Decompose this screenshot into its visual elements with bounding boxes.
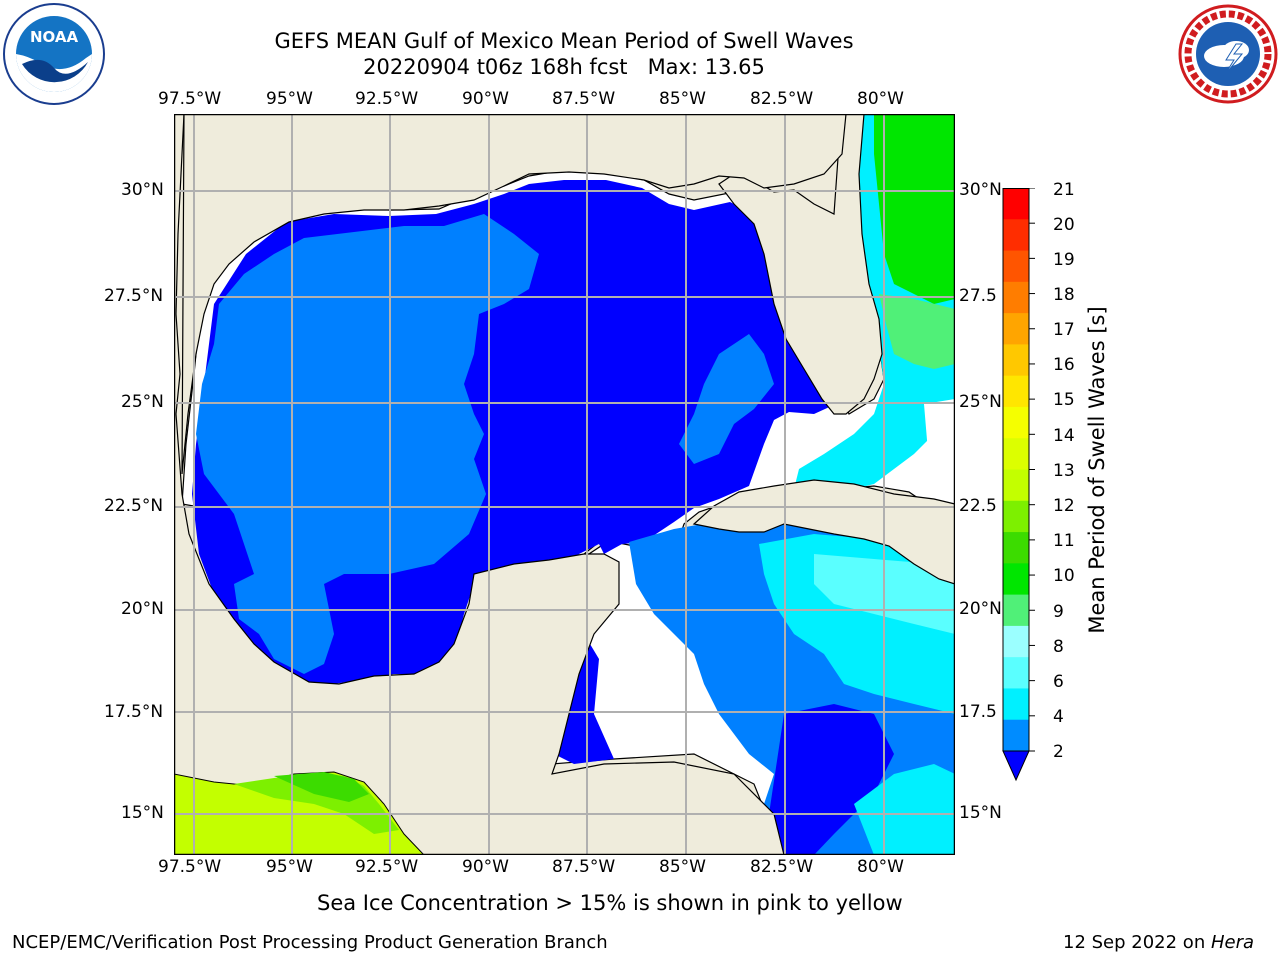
colorbar-tick: 16 bbox=[1053, 355, 1075, 375]
lat-label-left: 27.5°N bbox=[104, 286, 164, 306]
colorbar-tick: 15 bbox=[1053, 390, 1075, 410]
lat-label-right: 25°N bbox=[959, 392, 1002, 412]
nws-logo-icon bbox=[1178, 4, 1278, 104]
colorbar-tick: 2 bbox=[1053, 742, 1064, 762]
atlantic-water-green bbox=[874, 114, 955, 304]
lat-label-right: 22.5 bbox=[959, 496, 997, 516]
svg-text:NOAA: NOAA bbox=[30, 28, 79, 46]
sea-ice-note: Sea Ice Concentration > 15% is shown in … bbox=[317, 891, 903, 915]
colorbar-tick: 21 bbox=[1053, 180, 1075, 200]
colorbar-tick: 6 bbox=[1053, 672, 1064, 692]
noaa-logo: NOAA bbox=[2, 2, 106, 106]
caribbean-cyan-south bbox=[854, 764, 955, 855]
lon-label-bottom: 80°W bbox=[857, 857, 904, 877]
lat-label-right: 20°N bbox=[959, 599, 1002, 619]
lat-label-left: 25°N bbox=[121, 392, 164, 412]
colorbar-segment bbox=[1003, 563, 1029, 596]
lon-label-top: 95°W bbox=[266, 89, 313, 109]
colorbar-tick: 20 bbox=[1053, 215, 1075, 235]
lat-label-left: 22.5°N bbox=[104, 496, 164, 516]
map-panel bbox=[173, 113, 956, 856]
colorbar-tick: 8 bbox=[1053, 637, 1064, 657]
lat-label-right: 27.5 bbox=[959, 286, 997, 306]
colorbar-label: Mean Period of Swell Waves [s] bbox=[1085, 306, 1109, 634]
colorbar-segment bbox=[1003, 375, 1029, 408]
gulf-water-lightblue-west bbox=[196, 214, 539, 674]
lat-label-right: 17.5 bbox=[959, 702, 997, 722]
colorbar-segment bbox=[1003, 500, 1029, 533]
colorbar-tick: 17 bbox=[1053, 320, 1075, 340]
gulf-water-lightblue-central bbox=[679, 334, 774, 464]
lon-label-bottom: 95°W bbox=[266, 857, 313, 877]
caribbean-deep-south bbox=[769, 704, 894, 855]
colorbar-tick: 13 bbox=[1053, 461, 1075, 481]
colorbar-segment bbox=[1003, 250, 1029, 283]
lon-label-top: 97.5°W bbox=[158, 89, 222, 109]
map-gridlines bbox=[174, 114, 955, 855]
colorbar-tick: 14 bbox=[1053, 426, 1075, 446]
lat-label-left: 15°N bbox=[121, 803, 164, 823]
colorbar bbox=[1002, 187, 1042, 784]
colorbar-segment bbox=[1003, 281, 1029, 314]
lon-label-bottom: 90°W bbox=[462, 857, 509, 877]
colorbar-label-wrap: Mean Period of Swell Waves [s] bbox=[1082, 190, 1112, 750]
colorbar-segment bbox=[1003, 313, 1029, 345]
colorbar-segment bbox=[1003, 469, 1029, 502]
colorbar-extend-arrow bbox=[1002, 750, 1030, 782]
chart-subtitle: 20220904 t06z 168h fcst Max: 13.65 bbox=[363, 55, 765, 79]
footer-date-text: 12 Sep 2022 on bbox=[1063, 932, 1206, 953]
colorbar-segment bbox=[1003, 594, 1029, 627]
colorbar-segment bbox=[1003, 438, 1029, 471]
lat-label-left: 30°N bbox=[121, 180, 164, 200]
footer-host: Hera bbox=[1210, 932, 1255, 953]
colorbar-tick: 11 bbox=[1053, 531, 1075, 551]
chart-title: GEFS MEAN Gulf of Mexico Mean Period of … bbox=[274, 29, 854, 53]
noaa-logo-icon: NOAA bbox=[3, 3, 105, 105]
lat-label-left: 17.5°N bbox=[104, 702, 164, 722]
colorbar-tick: 18 bbox=[1053, 285, 1075, 305]
lat-label-right: 15°N bbox=[959, 803, 1002, 823]
colorbar-svg bbox=[1002, 187, 1035, 782]
colorbar-tick: 12 bbox=[1053, 496, 1075, 516]
lon-label-bottom: 97.5°W bbox=[158, 857, 222, 877]
colorbar-tick: 9 bbox=[1053, 602, 1064, 622]
land-yucatan-central-america bbox=[174, 114, 785, 855]
lon-label-bottom: 82.5°W bbox=[750, 857, 814, 877]
colorbar-segment bbox=[1003, 625, 1029, 658]
lon-label-top: 80°W bbox=[857, 89, 904, 109]
lon-label-top: 92.5°W bbox=[355, 89, 419, 109]
footer-branch: NCEP/EMC/Verification Post Processing Pr… bbox=[12, 932, 608, 953]
map-canvas bbox=[173, 113, 956, 856]
lon-label-bottom: 92.5°W bbox=[355, 857, 419, 877]
lat-label-right: 30°N bbox=[959, 180, 1002, 200]
nws-logo bbox=[1178, 4, 1278, 104]
colorbar-segment bbox=[1003, 532, 1029, 564]
colorbar-segment bbox=[1003, 188, 1029, 220]
footer-date: 12 Sep 2022 on Hera bbox=[1063, 932, 1254, 953]
lon-label-bottom: 87.5°W bbox=[552, 857, 616, 877]
colorbar-segment bbox=[1003, 219, 1029, 252]
lon-label-top: 90°W bbox=[462, 89, 509, 109]
colorbar-tick: 10 bbox=[1053, 566, 1075, 586]
colorbar-ticks: 21 20 19 18 17 16 15 14 13 12 11 10 9 8 … bbox=[1042, 180, 1082, 770]
pacific-water-brightgreen bbox=[274, 772, 369, 802]
map-frame bbox=[173, 113, 956, 856]
colorbar-segment bbox=[1003, 657, 1029, 690]
lon-label-bottom: 85°W bbox=[659, 857, 706, 877]
lon-label-top: 82.5°W bbox=[750, 89, 814, 109]
atlantic-white-gap bbox=[924, 399, 955, 506]
colorbar-tick: 19 bbox=[1053, 250, 1075, 270]
lat-label-left: 20°N bbox=[121, 599, 164, 619]
atlantic-water-seagreen bbox=[879, 294, 955, 369]
lon-label-top: 87.5°W bbox=[552, 89, 616, 109]
land-florida bbox=[718, 114, 883, 415]
colorbar-segment bbox=[1003, 688, 1029, 721]
colorbar-tick: 4 bbox=[1053, 707, 1064, 727]
colorbar-segment bbox=[1003, 719, 1029, 752]
colorbar-segment bbox=[1003, 344, 1029, 377]
lon-label-top: 85°W bbox=[659, 89, 706, 109]
colorbar-segment bbox=[1003, 406, 1029, 439]
